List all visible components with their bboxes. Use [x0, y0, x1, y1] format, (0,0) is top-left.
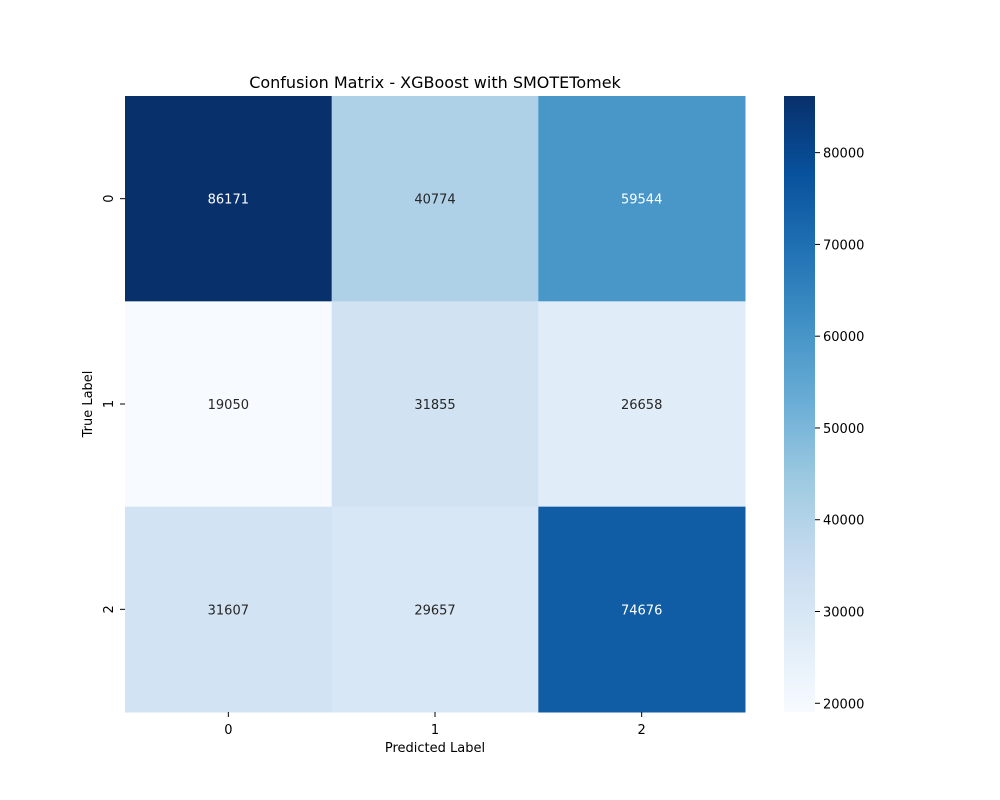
x-axis: 0 1 2	[224, 712, 646, 738]
colorbar-tick-label: 60000	[823, 330, 864, 345]
heatmap-cell	[125, 96, 333, 302]
y-axis-label: True Label	[81, 371, 96, 439]
heatmap-cell	[331, 506, 539, 713]
heatmap-cell	[538, 96, 746, 302]
x-tick-label: 0	[224, 723, 232, 738]
colorbar-gradient	[784, 96, 815, 712]
colorbar: 20000 30000 40000 50000 60000 70000 80000	[784, 96, 864, 712]
heatmap-cells: 86171 40774 59544 19050 31855 26658 31607 29657…	[125, 96, 746, 713]
cell-value-label: 74676	[621, 603, 662, 618]
heatmap-cell	[125, 301, 333, 508]
colorbar-tick-label: 80000	[823, 147, 864, 162]
heatmap-cell	[331, 301, 539, 508]
x-tick-label: 2	[638, 723, 646, 738]
colorbar-tick-label: 40000	[823, 514, 864, 529]
heatmap-cell	[125, 506, 333, 713]
cell-value-label: 29657	[414, 603, 455, 618]
y-tick-label: 1	[102, 400, 117, 408]
colorbar-tick-label: 30000	[823, 606, 864, 621]
colorbar-tick-label: 20000	[823, 697, 864, 712]
y-tick-label: 2	[102, 605, 117, 613]
cell-value-label: 26658	[621, 398, 662, 413]
cell-value-label: 86171	[208, 193, 249, 208]
colorbar-tick-label: 50000	[823, 422, 864, 437]
heatmap-cell	[538, 506, 746, 713]
cell-value-label: 31607	[208, 603, 249, 618]
cell-value-label: 31855	[414, 398, 455, 413]
colorbar-tick-label: 70000	[823, 238, 864, 253]
x-axis-label: Predicted Label	[385, 741, 485, 756]
x-tick-label: 1	[431, 723, 439, 738]
y-tick-label: 0	[102, 195, 117, 203]
heatmap-cell	[538, 301, 746, 508]
heatmap-cell	[331, 96, 539, 302]
cell-value-label: 19050	[208, 398, 249, 413]
chart-title: Confusion Matrix - XGBoost with SMOTETom…	[249, 73, 621, 92]
cell-value-label: 40774	[414, 193, 455, 208]
y-axis: 0 1 2	[102, 195, 125, 613]
cell-value-label: 59544	[621, 193, 662, 208]
